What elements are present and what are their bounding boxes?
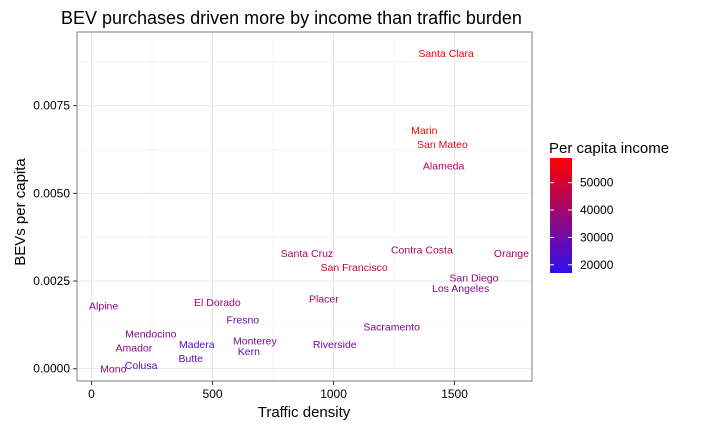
legend-title: Per capita income [549, 140, 669, 157]
point-label: Monterey [233, 336, 278, 348]
point-label: Mono [100, 364, 126, 376]
legend-tick-label: 50000 [580, 176, 614, 190]
point-label: Placer [309, 294, 339, 306]
point-label: Los Angeles [432, 283, 489, 295]
x-axis-title: Traffic density [258, 404, 351, 421]
point-label: Marin [411, 125, 437, 137]
point-label: Orange [494, 248, 529, 260]
legend: Per capita income 20000 30000 40000 50000 [549, 140, 669, 273]
point-label: Riverside [313, 339, 357, 351]
plot-panel [76, 31, 533, 382]
x-tick-label: 1000 [320, 387, 347, 401]
chart-title: BEV purchases driven more by income than… [61, 8, 522, 28]
y-axis-title: BEVs per capita [12, 158, 29, 266]
point-label: Fresno [226, 315, 259, 327]
legend-tick-label: 40000 [580, 203, 614, 217]
point-label: Santa Clara [418, 48, 474, 60]
panel-border [76, 31, 533, 382]
point-label: El Dorado [194, 297, 241, 309]
point-label: San Francisco [321, 262, 388, 274]
legend-tick-label: 30000 [580, 230, 614, 244]
x-tick-label: 1500 [441, 387, 468, 401]
point-label: San Mateo [417, 139, 468, 151]
data-labels: Santa Clara Marin San Mateo Alameda Contra C… [89, 48, 529, 376]
point-label: Alpine [89, 301, 118, 313]
y-axis: 0.0000 0.0025 0.0050 0.0075 [33, 99, 77, 376]
legend-color-bar [550, 158, 572, 273]
point-label: Amador [115, 343, 152, 355]
legend-ticks: 20000 30000 40000 50000 [550, 176, 614, 272]
point-label: Kern [238, 346, 260, 358]
point-label: Butte [178, 353, 203, 365]
y-tick-label: 0.0075 [33, 99, 70, 113]
point-label: Contra Costa [391, 244, 453, 256]
point-label: Santa Cruz [281, 248, 334, 260]
point-label: Colusa [125, 360, 158, 372]
point-label: Madera [179, 339, 215, 351]
y-tick-label: 0.0050 [33, 186, 70, 200]
y-tick-label: 0.0025 [33, 274, 70, 288]
point-label: San Diego [449, 273, 498, 285]
point-label: Alameda [423, 160, 465, 172]
x-axis: 0 500 1000 1500 [88, 381, 468, 401]
point-label: Mendocino [125, 329, 177, 341]
point-label: Sacramento [363, 322, 420, 334]
panel-background [77, 32, 532, 381]
y-tick-label: 0.0000 [33, 362, 70, 376]
x-tick-label: 0 [88, 387, 95, 401]
x-tick-label: 500 [203, 387, 223, 401]
legend-tick-label: 20000 [580, 258, 614, 272]
